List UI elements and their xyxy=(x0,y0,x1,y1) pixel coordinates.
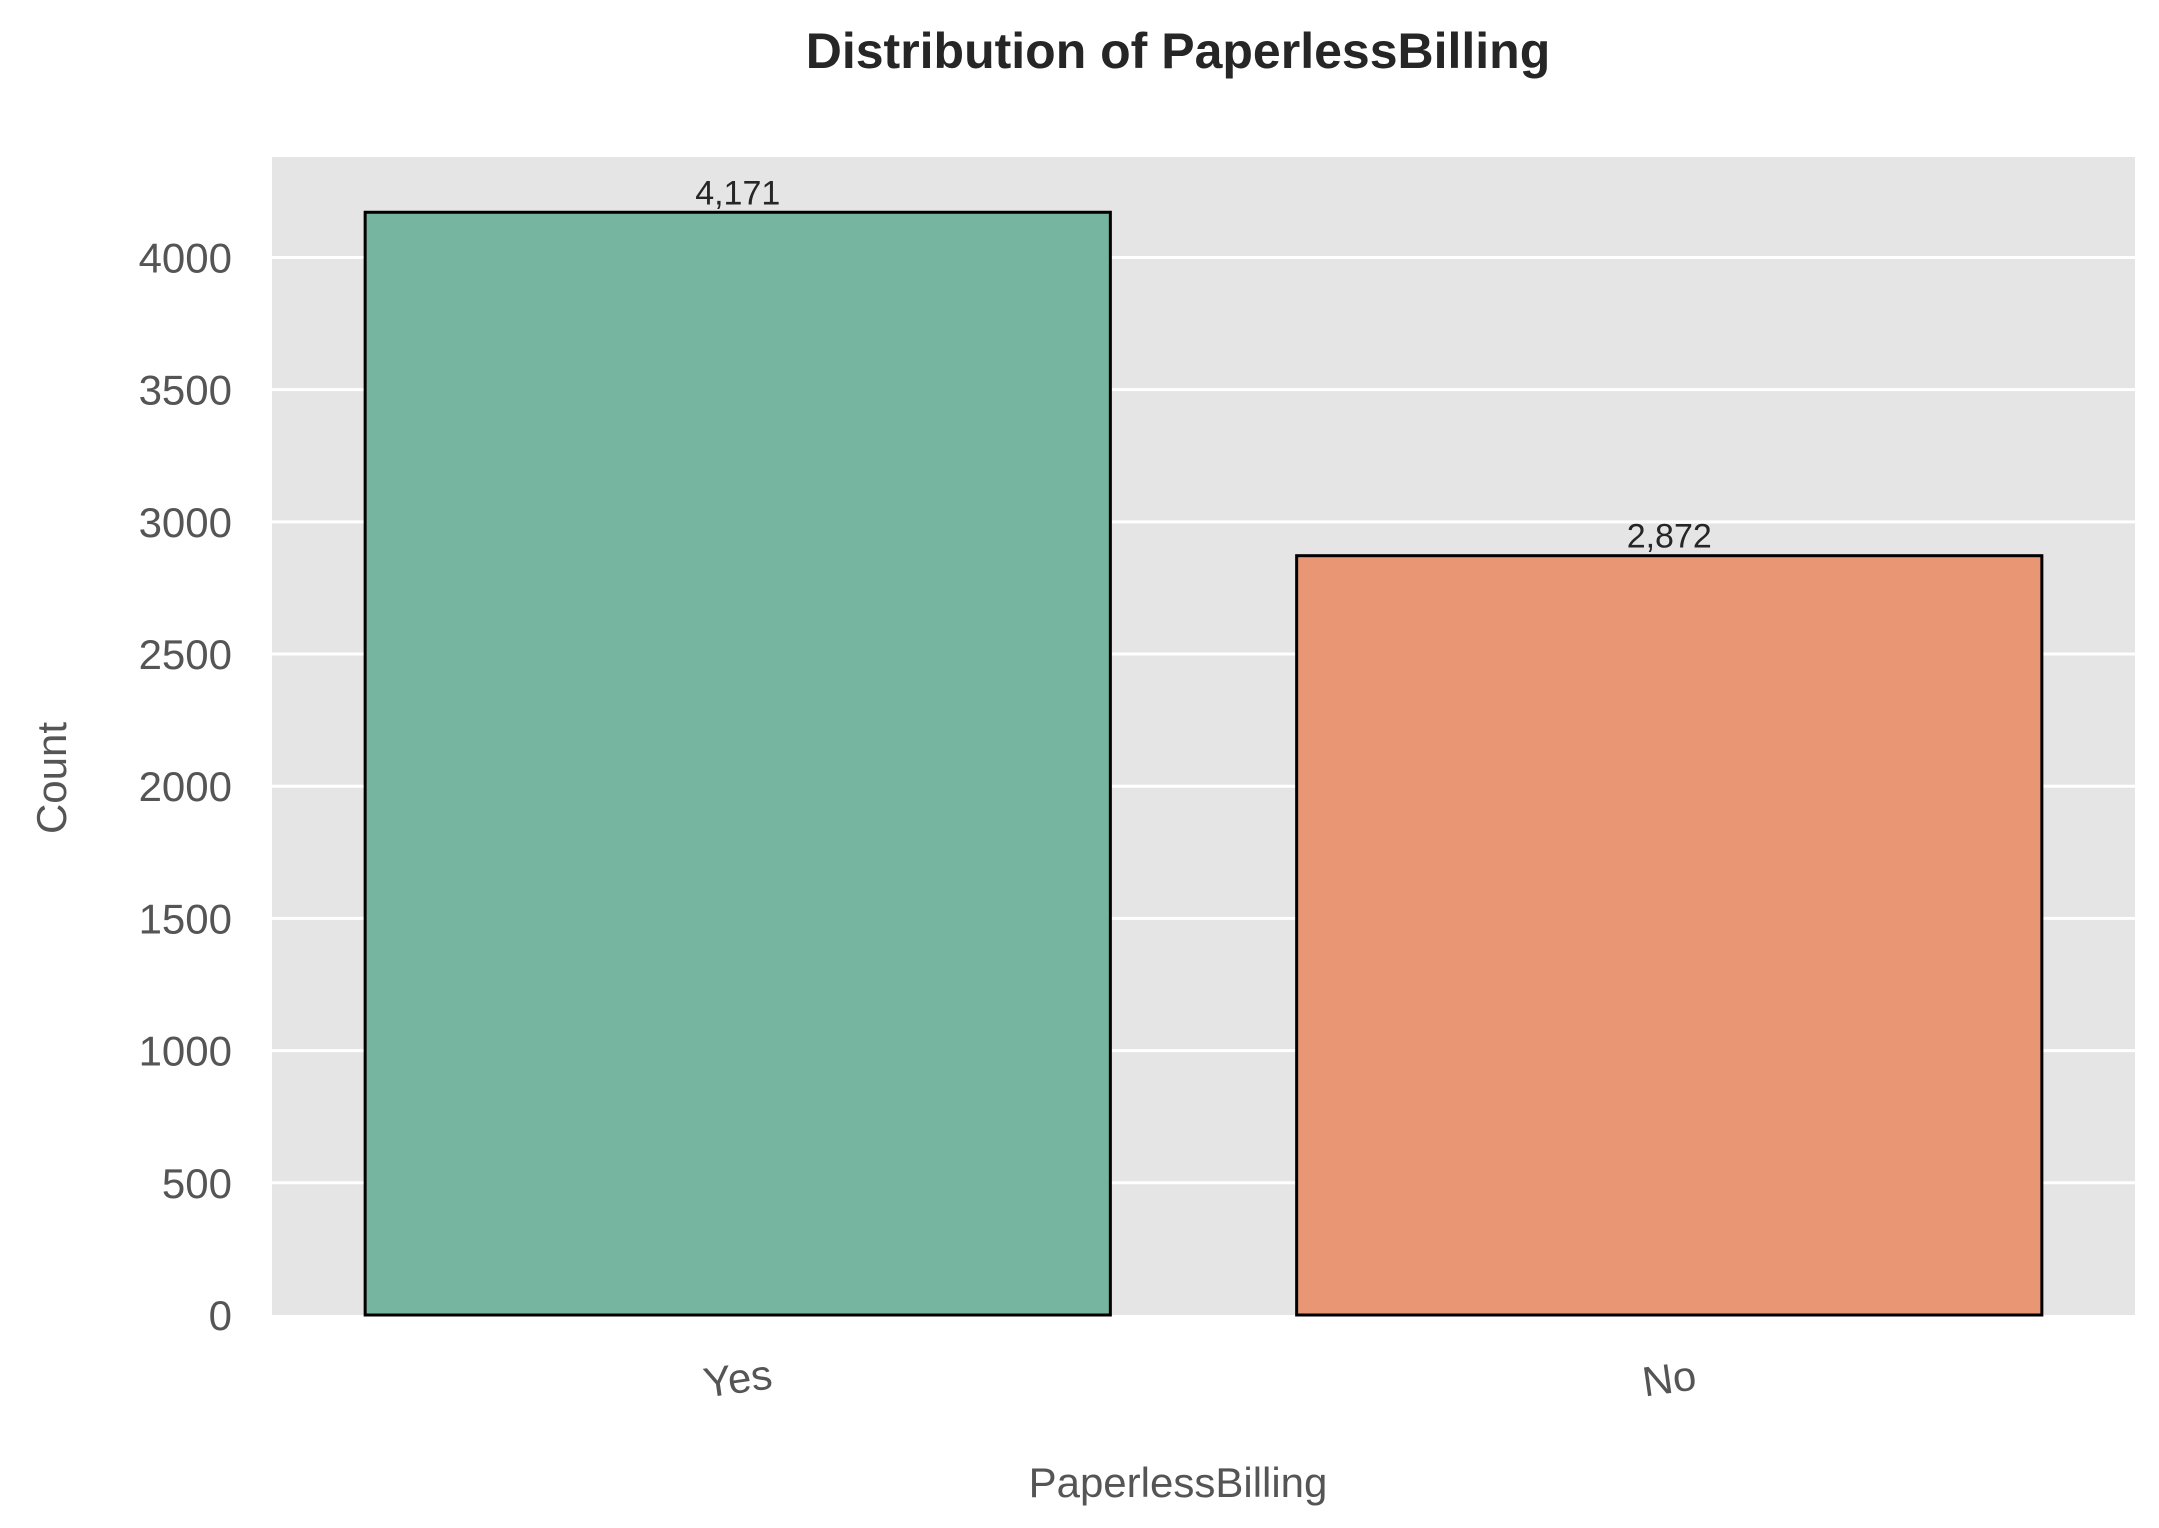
bar-no xyxy=(1295,554,2044,1317)
y-tick-label: 3500 xyxy=(139,367,232,414)
y-tick-label: 1500 xyxy=(139,895,232,942)
data-labels: 4,171 2,872 xyxy=(695,174,1712,555)
y-tick-label: 2500 xyxy=(139,631,232,678)
data-label-yes: 4,171 xyxy=(695,174,780,212)
y-tick-label: 500 xyxy=(162,1160,232,1207)
y-tick-label: 4000 xyxy=(139,234,232,281)
x-axis-label: PaperlessBilling xyxy=(1029,1459,1328,1506)
y-axis-ticks: 0 500 1000 1500 2000 2500 3000 3500 4000 xyxy=(139,234,232,1339)
x-tick-label-no: No xyxy=(1639,1351,1699,1405)
x-tick-label-yes: Yes xyxy=(700,1350,774,1406)
data-label-no: 2,872 xyxy=(1627,518,1712,556)
y-tick-label: 2000 xyxy=(139,763,232,810)
y-tick-label: 1000 xyxy=(139,1028,232,1075)
x-axis-ticks: Yes No xyxy=(700,1350,1699,1406)
y-tick-label: 3000 xyxy=(139,499,232,546)
y-axis-label: Count xyxy=(28,722,75,834)
chart-title: Distribution of PaperlessBilling xyxy=(806,23,1551,79)
bar-yes xyxy=(363,210,1112,1317)
y-tick-label: 0 xyxy=(209,1292,232,1339)
bars xyxy=(363,210,2044,1317)
